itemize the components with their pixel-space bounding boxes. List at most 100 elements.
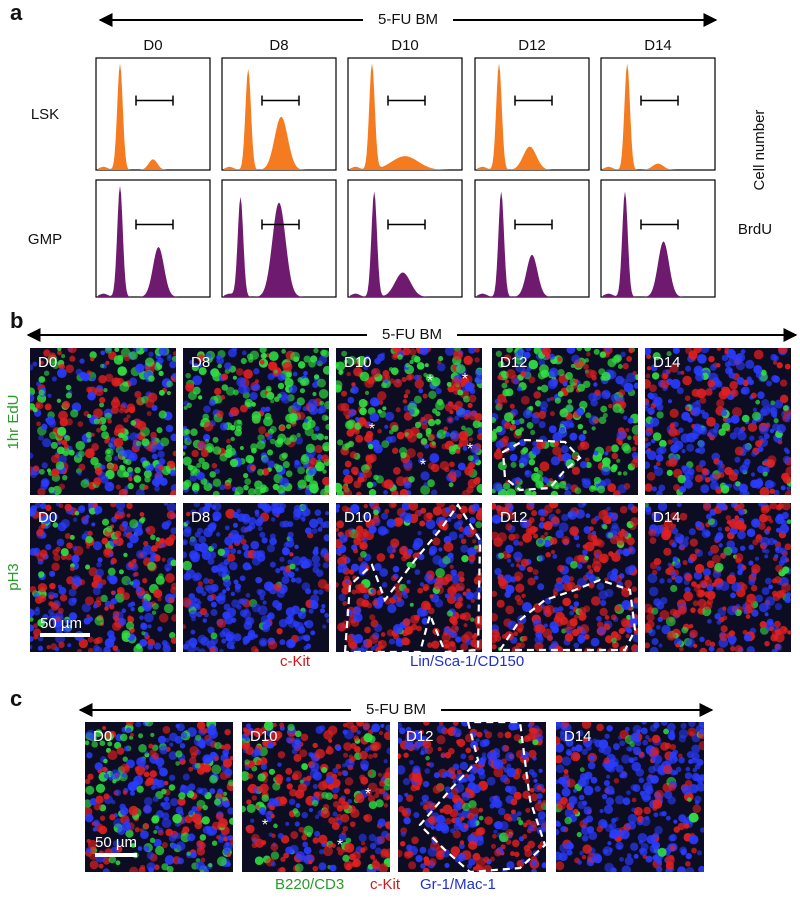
cell [161, 557, 166, 562]
cell [377, 391, 387, 401]
cell [245, 824, 255, 834]
cell [656, 565, 662, 571]
cell [277, 382, 285, 390]
cell [611, 641, 619, 649]
cell [593, 450, 599, 456]
cell [225, 508, 236, 519]
cell [64, 503, 72, 512]
cell [454, 783, 465, 793]
cell [453, 822, 462, 831]
cell [266, 582, 275, 591]
cell [425, 755, 430, 761]
cell [576, 832, 582, 838]
cell [521, 602, 532, 613]
cell [627, 417, 634, 424]
cell [427, 479, 435, 488]
cell [626, 355, 633, 362]
cell [763, 461, 768, 466]
cell [582, 800, 588, 806]
cell [296, 432, 301, 438]
cell [359, 418, 368, 427]
cell [85, 564, 91, 570]
cell [384, 851, 390, 859]
cell [358, 833, 367, 842]
cell [420, 750, 425, 756]
cell [774, 554, 779, 559]
cell [738, 509, 745, 516]
cell [322, 442, 329, 452]
cell [219, 422, 229, 431]
cell [616, 430, 627, 441]
cell [450, 846, 461, 856]
cells [336, 503, 482, 652]
cell [93, 477, 102, 486]
cell [78, 450, 85, 458]
cell [459, 576, 465, 583]
cell [254, 856, 264, 866]
cell [493, 767, 504, 778]
cell [585, 368, 595, 379]
cell [70, 409, 79, 418]
cell [182, 826, 190, 834]
cell [707, 379, 716, 388]
cell [736, 377, 745, 386]
cell [440, 824, 450, 834]
cell [343, 478, 348, 484]
cell [341, 350, 348, 357]
cell [522, 409, 533, 419]
cell [114, 514, 120, 520]
cell [452, 404, 458, 410]
cell [421, 609, 429, 617]
cell [611, 637, 617, 644]
cell [676, 370, 681, 375]
cell [746, 593, 757, 604]
cell [327, 783, 334, 790]
cell [538, 421, 546, 429]
cell [715, 583, 723, 591]
cell [294, 821, 300, 827]
cell [665, 526, 673, 534]
cell [358, 398, 368, 408]
cell [459, 840, 465, 845]
cell [134, 466, 141, 474]
cell [38, 376, 46, 383]
cell [304, 527, 312, 535]
cell [292, 371, 298, 377]
cell [151, 602, 159, 610]
cell [703, 577, 713, 586]
cell [450, 569, 457, 576]
cell [398, 849, 403, 858]
cell [417, 530, 422, 536]
cell [597, 485, 606, 494]
cell [367, 795, 375, 803]
region-outline [343, 503, 482, 654]
cell [784, 543, 791, 551]
cell [484, 731, 493, 739]
cell [621, 600, 632, 610]
cell [360, 841, 366, 846]
cell [505, 544, 514, 554]
histogram [603, 63, 713, 170]
cell [508, 722, 517, 731]
cell [585, 412, 592, 419]
cell [531, 415, 540, 424]
cell [393, 467, 401, 475]
cell [155, 845, 165, 856]
cell [196, 847, 206, 856]
cell [249, 392, 258, 401]
cell [93, 575, 101, 583]
cell [240, 598, 248, 606]
cell [757, 446, 764, 453]
day-label: D8 [269, 37, 288, 54]
cell [764, 554, 769, 559]
cell [377, 639, 387, 649]
cell [341, 586, 350, 595]
cell [515, 362, 526, 373]
cell [361, 528, 368, 535]
cell [359, 543, 365, 549]
cell [384, 528, 390, 535]
cell [250, 540, 260, 550]
cell [693, 643, 698, 648]
cell [217, 548, 226, 556]
cell [150, 431, 157, 439]
